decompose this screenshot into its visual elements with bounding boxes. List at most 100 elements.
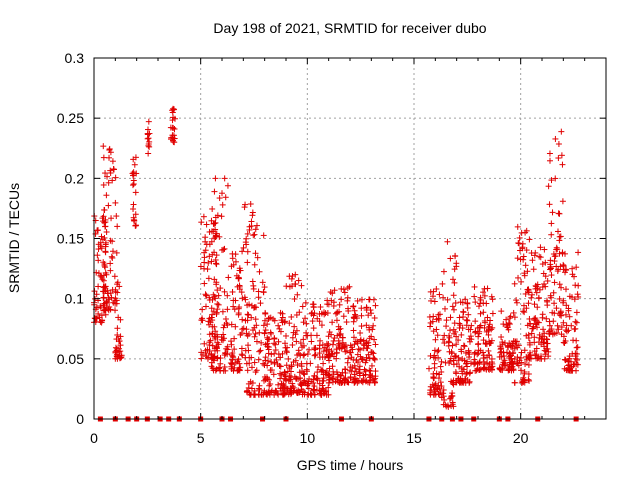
data-point [144, 135, 151, 142]
data-point [113, 213, 120, 220]
data-point [298, 282, 305, 289]
data-point [303, 366, 310, 373]
data-point [170, 106, 177, 113]
data-point [169, 109, 176, 116]
data-point [461, 343, 468, 350]
data-point [242, 347, 249, 354]
data-point [289, 342, 296, 349]
y-axis-label: SRMTID / TECUs [6, 183, 22, 293]
data-point [258, 339, 265, 346]
data-point [283, 349, 290, 356]
data-point [216, 365, 223, 372]
data-point [209, 296, 216, 303]
data-point [573, 309, 580, 316]
data-point [300, 336, 307, 343]
data-point [308, 378, 315, 385]
data-point [236, 265, 243, 272]
data-point [235, 275, 242, 282]
data-point [211, 235, 218, 242]
data-point [290, 359, 297, 366]
data-point [240, 244, 247, 251]
data-point [314, 369, 321, 376]
data-point [267, 380, 274, 387]
data-point [488, 366, 495, 373]
data-point [262, 327, 269, 334]
x-tick-label: 0 [90, 430, 98, 446]
data-point [296, 389, 303, 396]
data-point [318, 391, 325, 398]
data-point [250, 285, 257, 292]
data-point [315, 364, 322, 371]
data-point [256, 386, 263, 393]
data-point [513, 297, 520, 304]
data-point [215, 292, 222, 299]
data-point [101, 219, 108, 226]
data-point [458, 331, 465, 338]
data-point [460, 342, 467, 349]
data-point [244, 302, 251, 309]
data-point [288, 362, 295, 369]
data-point [467, 333, 474, 340]
data-point [206, 342, 213, 349]
data-point [284, 385, 291, 392]
data-point [199, 351, 206, 358]
data-point [105, 305, 112, 312]
data-point [440, 390, 447, 397]
data-point [449, 303, 456, 310]
data-point [575, 282, 582, 289]
data-point [146, 130, 153, 137]
data-point [325, 391, 332, 398]
data-point [114, 325, 121, 332]
data-point [268, 351, 275, 358]
data-point [333, 349, 340, 356]
data-point [484, 314, 491, 321]
data-point [300, 379, 307, 386]
data-point [102, 223, 109, 230]
data-point [443, 323, 450, 330]
data-point [116, 283, 123, 290]
data-point [130, 206, 137, 213]
x-tick-label: 20 [513, 430, 529, 446]
data-point [107, 267, 114, 274]
data-point [116, 352, 123, 359]
data-point [358, 312, 365, 319]
data-point [282, 332, 289, 339]
data-point [100, 277, 107, 284]
data-point [344, 297, 351, 304]
data-point [278, 372, 285, 379]
data-point [229, 288, 236, 295]
data-point [107, 260, 114, 267]
data-point [212, 256, 219, 263]
data-point [202, 303, 209, 310]
data-point [249, 209, 256, 216]
data-point [130, 181, 137, 188]
data-point [347, 349, 354, 356]
data-point [243, 330, 250, 337]
data-point [511, 314, 518, 321]
data-point [340, 286, 347, 293]
data-point [316, 350, 323, 357]
data-point [358, 323, 365, 330]
data-point [481, 285, 488, 292]
data-point [442, 359, 449, 366]
data-point [97, 272, 104, 279]
data-point [286, 372, 293, 379]
data-point [301, 371, 308, 378]
data-point [339, 334, 346, 341]
data-point [522, 262, 529, 269]
data-point [452, 300, 459, 307]
data-point [341, 344, 348, 351]
data-point [199, 317, 206, 324]
data-point [167, 136, 174, 143]
data-point [216, 195, 223, 202]
data-point [211, 220, 218, 227]
data-point [255, 288, 262, 295]
grid-lines [94, 58, 606, 419]
data-point [261, 317, 268, 324]
data-point [289, 380, 296, 387]
x-axis-label: GPS time / hours [297, 457, 404, 473]
data-point [111, 273, 118, 280]
data-point [235, 356, 242, 363]
data-point [289, 334, 296, 341]
data-point [114, 331, 121, 338]
